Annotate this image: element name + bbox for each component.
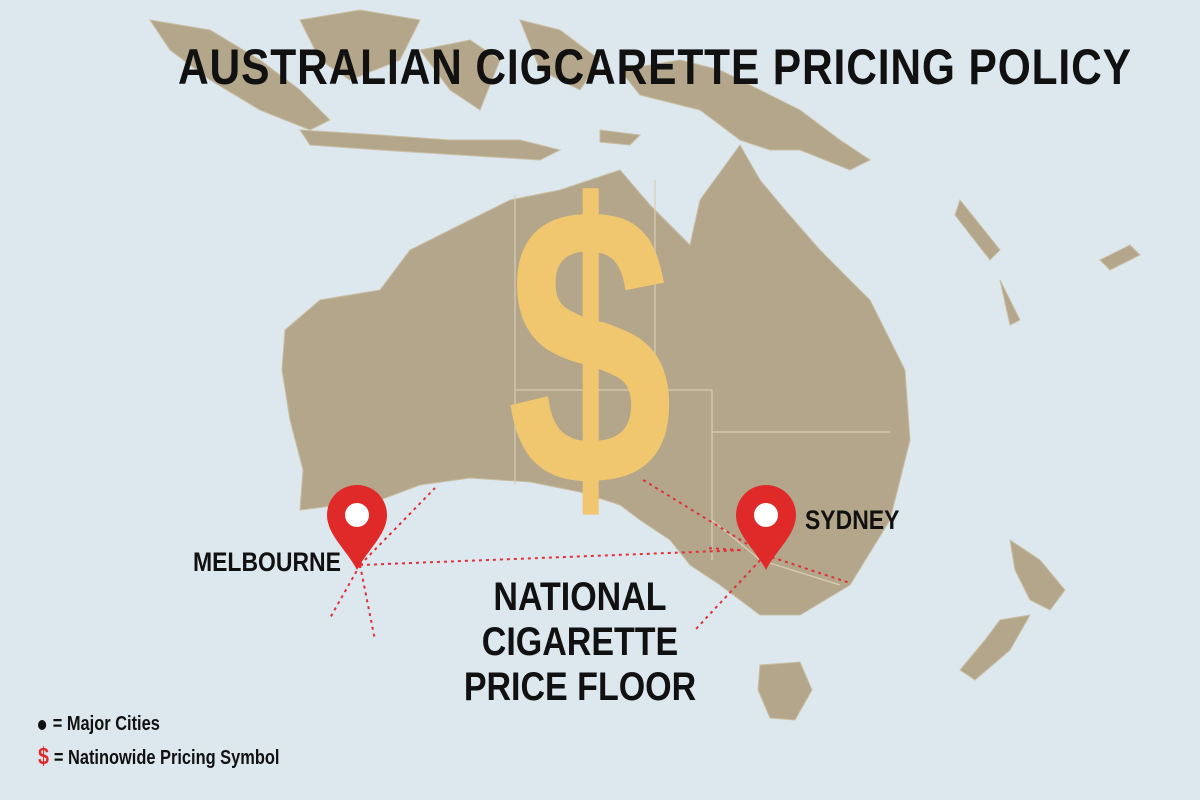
city-label-sydney: SYDNEY bbox=[805, 505, 900, 535]
new-zealand-landmass bbox=[959, 538, 1066, 681]
map-pin-icon bbox=[327, 485, 387, 570]
new-guinea-landmass bbox=[619, 59, 871, 171]
legend-item-cities: = Major Cities bbox=[38, 713, 160, 736]
center-label: NATIONAL CIGARETTE PRICE FLOOR bbox=[461, 575, 699, 710]
center-label-line: CIGARETTE bbox=[481, 620, 679, 664]
center-label-line: PRICE FLOOR bbox=[463, 665, 697, 709]
islands bbox=[954, 198, 1141, 326]
legend-label: = Natinowide Pricing Symbol bbox=[53, 747, 280, 769]
dot-icon bbox=[38, 719, 47, 730]
dollar-sign-icon: $ bbox=[507, 123, 674, 570]
tasmania-landmass bbox=[757, 661, 813, 721]
city-label-melbourne: MELBOURNE bbox=[193, 547, 341, 577]
center-label-line: NATIONAL bbox=[493, 575, 667, 619]
route-lines bbox=[329, 477, 851, 641]
map-pin-icon bbox=[736, 485, 796, 570]
legend-label: = Major Cities bbox=[52, 713, 160, 735]
page-title: AUSTRALIAN CIGCARETTE PRICING POLICY bbox=[178, 39, 1132, 95]
dollar-sign-icon: $ bbox=[38, 743, 49, 770]
legend-item-symbol: $ = Natinowide Pricing Symbol bbox=[38, 743, 279, 771]
indonesia-landmass bbox=[148, 9, 642, 161]
